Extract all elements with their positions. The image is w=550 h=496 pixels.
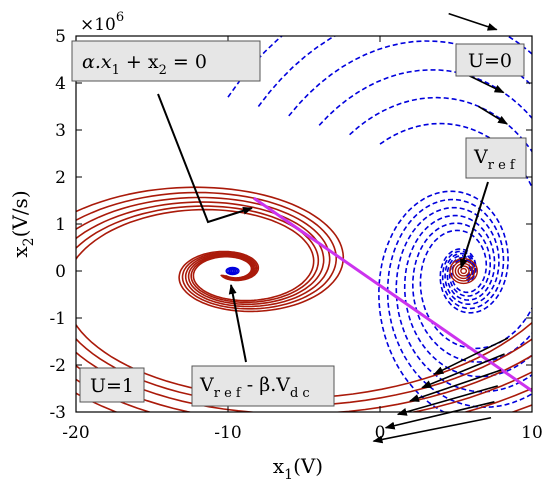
u1-direction-arrow xyxy=(396,385,499,416)
switching-line xyxy=(252,196,532,393)
y-scale-label: ×106 xyxy=(80,10,124,35)
y-tick-label: 3 xyxy=(55,121,66,141)
svg-text:Vr e f - β.Vd c: Vr e f - β.Vd c xyxy=(199,374,310,401)
u0-trajectory xyxy=(257,36,532,409)
u1-annotation: U=1 xyxy=(79,367,145,403)
u1-direction-arrow xyxy=(408,369,502,402)
x-tick-label: -20 xyxy=(62,423,89,443)
vref-annotation: Vr e f xyxy=(465,137,527,179)
u1-trajectory xyxy=(76,191,532,412)
x-tick-label: 0 xyxy=(375,423,386,443)
y-axis-title: x2(V/s) xyxy=(8,190,37,257)
x-tick-label: -10 xyxy=(214,423,241,443)
u1-direction-arrow xyxy=(433,337,509,375)
u0-trajectory xyxy=(349,96,532,363)
y-tick-label: 0 xyxy=(55,262,66,282)
u0-direction-arrow xyxy=(477,105,508,125)
u1-direction-arrow xyxy=(372,416,492,444)
y-tick-label: -3 xyxy=(49,403,66,423)
y-tick-label: -2 xyxy=(49,356,66,376)
vref-beta-spiral-ring xyxy=(230,269,235,273)
u1-trajectory xyxy=(76,205,532,407)
vref-beta-spiral-ring xyxy=(227,267,239,275)
svg-text:U=1: U=1 xyxy=(90,375,134,397)
x-axis-title: x1(V) xyxy=(273,454,323,483)
u0-trajectory xyxy=(227,36,532,412)
vref-beta-annotation: Vr e f - β.Vd c xyxy=(191,365,335,407)
u1-trajectory xyxy=(76,186,532,412)
vref-pointer xyxy=(459,181,489,269)
u1-direction-arrow xyxy=(384,401,495,430)
svg-text:U=0: U=0 xyxy=(468,50,512,72)
u0-annotation: U=0 xyxy=(455,43,525,77)
x-tick-label: 10 xyxy=(521,423,543,443)
vref-beta-spiral-ring xyxy=(225,266,240,276)
svg-text:Vr e f: Vr e f xyxy=(473,146,516,173)
u0-direction-arrow xyxy=(448,12,498,31)
u1-direction-arrow xyxy=(421,353,505,389)
vref-beta-pointer xyxy=(228,284,247,363)
vref-spiral-ring xyxy=(460,267,468,275)
y-tick-label: 4 xyxy=(55,74,66,94)
vref-beta-spiral-ring xyxy=(228,268,237,274)
svg-text:α.x1 + x2 = 0: α.x1 + x2 = 0 xyxy=(82,51,207,78)
u1-trajectory xyxy=(76,208,532,399)
u1-trajectory xyxy=(76,201,532,412)
u0-direction-arrow xyxy=(468,74,505,94)
y-tick-label: 1 xyxy=(55,215,66,235)
switching-line-annotation: α.x1 + x2 = 0 xyxy=(71,40,261,82)
plot-frame xyxy=(75,35,533,413)
u1-trajectory xyxy=(76,196,532,412)
y-tick-label: 5 xyxy=(55,27,66,47)
u0-trajectory xyxy=(318,69,532,378)
y-tick-label: -1 xyxy=(49,309,66,329)
switching-line-pointer xyxy=(157,93,253,224)
vref-spiral-ring xyxy=(457,265,470,277)
y-tick-label: 2 xyxy=(55,168,66,188)
